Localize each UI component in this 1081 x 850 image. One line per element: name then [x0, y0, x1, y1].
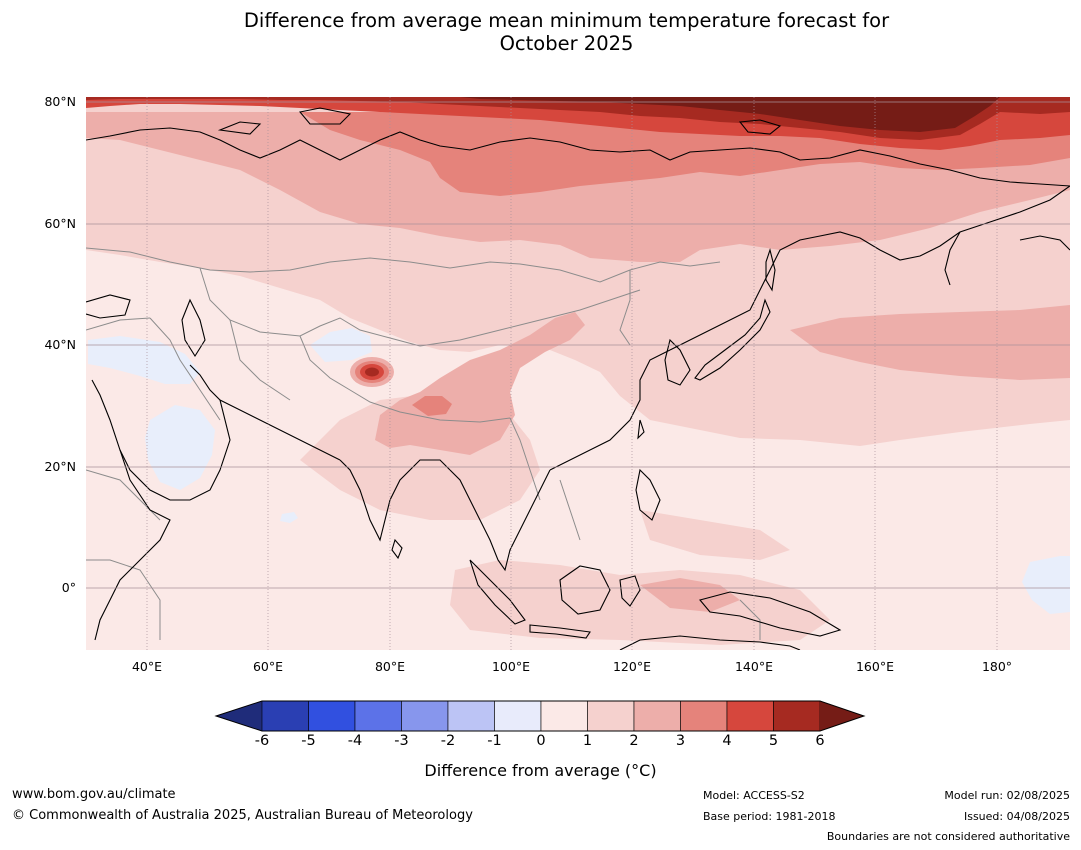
title-line-1: Difference from average mean minimum tem…: [243, 9, 890, 32]
colorbar-label: Difference from average (°C): [424, 761, 657, 780]
anomaly-hotspot-karakoram: [350, 357, 394, 387]
lon-label-180: 180°: [981, 659, 1013, 674]
colorbar-cell: [354, 700, 402, 732]
lon-label-80e: 80°E: [374, 659, 406, 674]
colorbar-tick-label: -5: [301, 733, 316, 749]
lon-label-40e: 40°E: [131, 659, 163, 674]
lat-label-40n: 40°N: [44, 337, 76, 352]
colorbar-tick-label: 1: [582, 733, 593, 749]
title-line-2: October 2025: [499, 32, 634, 55]
lon-label-140e: 140°E: [734, 659, 773, 674]
colorbar-tick-label: -4: [347, 733, 363, 749]
anomaly-band-2-3-tibet: [375, 312, 585, 455]
lat-label-80n: 80°N: [44, 94, 76, 109]
anomaly-band-1-2-west-pacific: [640, 510, 790, 560]
footer-disclaimer: Boundaries are not considered authoritat…: [826, 830, 1070, 843]
map-field: [86, 97, 1070, 650]
anomaly-band-below-0-equatorial-pacific: [1022, 556, 1070, 614]
colorbar-tick-label: 3: [675, 733, 686, 749]
colorbar-tick-label: 4: [722, 733, 732, 749]
footer-copyright: © Commonwealth of Australia 2025, Austra…: [12, 808, 473, 823]
footer-base-period: Base period: 1981-2018: [703, 810, 836, 823]
colorbar-cell: [540, 700, 588, 732]
country-boundaries: [86, 247, 761, 640]
lon-label-120e: 120°E: [612, 659, 651, 674]
colorbar-cell: [308, 700, 356, 732]
colorbar-cell: [633, 700, 681, 732]
footer-model-run: Model run: 02/08/2025: [944, 789, 1070, 802]
colorbar-tick-label: -3: [394, 733, 409, 749]
colorbar-tick-label: -2: [440, 733, 456, 749]
lon-label-160e: 160°E: [855, 659, 894, 674]
anomaly-band-over-6-arctic: [460, 97, 1000, 132]
footer-model: Model: ACCESS-S2: [703, 789, 805, 802]
lat-label-20n: 20°N: [44, 459, 76, 474]
colorbar-extend-high: [820, 701, 864, 731]
colorbar-extend-low: [216, 701, 262, 731]
colorbar-cell: [401, 700, 449, 732]
anomaly-band-2-3-south-china-sea: [640, 578, 740, 612]
footer-issued: Issued: 04/08/2025: [963, 810, 1070, 823]
coastlines: [86, 107, 1070, 650]
footer-website: www.bom.gov.au/climate: [12, 787, 176, 802]
colorbar-cell: [587, 700, 635, 732]
colorbar-tick-label: 0: [536, 733, 546, 749]
colorbar-cell: [447, 700, 495, 732]
graticule: [86, 97, 1070, 650]
anomaly-band-below-0-arabia: [145, 405, 215, 490]
colorbar-outline: [214, 700, 866, 732]
colorbar-tick-label: 5: [768, 733, 779, 749]
anomaly-band-below-0-west-asia: [88, 336, 200, 384]
colorbar-cell: [726, 700, 774, 732]
colorbar-tick-label: 2: [629, 733, 639, 749]
colorbar-cells: [261, 700, 821, 732]
colorbar-tick-label: 6: [815, 733, 825, 749]
lat-label-60n: 60°N: [44, 216, 76, 231]
colorbar-cell: [261, 700, 309, 732]
chart-title: Difference from average mean minimum tem…: [0, 9, 1081, 55]
colorbar-tick-label: -1: [487, 733, 502, 749]
anomaly-band-3-4-tibet: [412, 396, 452, 416]
lon-label-100e: 100°E: [491, 659, 530, 674]
anomaly-band-2-3-north-pacific: [790, 305, 1070, 380]
anomaly-band-1-2-indonesia: [450, 560, 830, 645]
colorbar-cell: [494, 700, 542, 732]
anomaly-band-below-0-east-africa: [280, 512, 298, 523]
colorbar-tick-label: -6: [254, 733, 270, 749]
colorbar-cell: [773, 700, 821, 732]
lat-label-equator: 0°: [61, 580, 76, 595]
lon-label-60e: 60°E: [252, 659, 284, 674]
colorbar-cell: [680, 700, 728, 732]
